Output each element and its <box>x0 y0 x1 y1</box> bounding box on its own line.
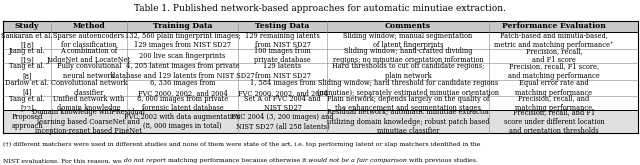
Text: with previous studies.: with previous studies. <box>407 158 478 163</box>
Text: Proposed
approach: Proposed approach <box>11 113 43 130</box>
Text: (†) different matchers were used in different studies and none of them were stat: (†) different matchers were used in diff… <box>3 142 481 147</box>
Text: Fully convolutional
neural network: Fully convolutional neural network <box>57 62 121 80</box>
Text: 132, 560 plain fingerprint images;
129 images from NIST SD27: 132, 560 plain fingerprint images; 129 i… <box>125 32 241 49</box>
Text: Unified network with
domain knowledge: Unified network with domain knowledge <box>53 95 125 112</box>
Text: 129 latents
from NIST SD27: 129 latents from NIST SD27 <box>255 62 310 80</box>
Bar <box>3 110 638 133</box>
Text: FVC 2004 (3, 200 images) and
NIST SD27 (all 258 latents): FVC 2004 (3, 200 images) and NIST SD27 (… <box>231 113 334 130</box>
Text: Tang et al.
[8]: Tang et al. [8] <box>9 62 45 80</box>
Text: 200 live scan fingerprints: 200 live scan fingerprints <box>140 52 226 60</box>
Text: Convolutional network
classifier: Convolutional network classifier <box>51 79 127 97</box>
Text: Sliding window; manual segmentation
of latent fingerprints: Sliding window; manual segmentation of l… <box>343 32 472 49</box>
Text: Table 1. Published network-based approaches for automatic minutiae extraction.: Table 1. Published network-based approac… <box>134 4 506 13</box>
Text: 129 remaining latents
from NIST SD27: 129 remaining latents from NIST SD27 <box>245 32 320 49</box>
Text: Jiang et al.
[19]: Jiang et al. [19] <box>9 47 45 65</box>
Text: Training Data: Training Data <box>153 22 212 30</box>
Text: Study: Study <box>15 22 39 30</box>
Text: Domain knowledge with Residual
learning based CoarseNet and
inception-resnet bas: Domain knowledge with Residual learning … <box>33 108 145 135</box>
Text: Patch-based and minutia-based,
metric and matching performance⁺: Patch-based and minutia-based, metric an… <box>494 32 614 49</box>
Text: do not report: do not report <box>124 158 166 163</box>
Text: Set A of FVC 2004 and
NIST SD27: Set A of FVC 2004 and NIST SD27 <box>244 95 321 112</box>
Text: 6, 336 images from
FVC 2000, 2002, and 2004: 6, 336 images from FVC 2000, 2002, and 2… <box>138 79 227 97</box>
Text: Plain network; depends largely on the quality of
the enhancement and segmentatio: Plain network; depends largely on the qu… <box>327 95 489 112</box>
Text: FVC 2002 with data augmentation
(8, 000 images in total): FVC 2002 with data augmentation (8, 000 … <box>124 113 241 130</box>
Text: matching performance because otherwise it: matching performance because otherwise i… <box>166 158 308 163</box>
Text: Sliding window; hand-crafted dividing
regions; no minutiae orientation informati: Sliding window; hand-crafted dividing re… <box>333 47 483 65</box>
Text: Hard thresholds to cut off candidate regions;
plain network: Hard thresholds to cut off candidate reg… <box>332 62 484 80</box>
Text: Precision, recall, and F1
score under different location
and orientation thresho: Precision, recall, and F1 score under di… <box>504 108 604 135</box>
Text: Precision, recall, and
matching performance: Precision, recall, and matching performa… <box>515 95 593 112</box>
Text: Method: Method <box>72 22 106 30</box>
Text: Equal error rate and
matching performance: Equal error rate and matching performanc… <box>515 79 593 97</box>
Text: would not be a fair comparison: would not be a fair comparison <box>308 158 407 163</box>
Text: Sankaran et al.
[18]: Sankaran et al. [18] <box>1 32 52 49</box>
Text: Darlow et al.
[4]: Darlow et al. [4] <box>5 79 49 97</box>
Text: Residual network; automatic minutiae extractor
utilizing domain knowledge; robus: Residual network; automatic minutiae ext… <box>326 108 490 135</box>
Text: Performance Evaluation: Performance Evaluation <box>502 22 606 30</box>
Bar <box>3 21 638 32</box>
Text: 4, 205 latent images from private
database and 129 latents from NIST SD27: 4, 205 latent images from private databa… <box>111 62 254 80</box>
Text: Sliding window; hard threshold for candidate regions
(minutiae); separately esti: Sliding window; hard threshold for candi… <box>317 79 499 97</box>
Text: Precision, recall, F1 score,
and matching performance: Precision, recall, F1 score, and matchin… <box>508 62 600 80</box>
Text: NIST evaluations. For this reason, we: NIST evaluations. For this reason, we <box>3 158 124 163</box>
Text: Tang et al.
[22]: Tang et al. [22] <box>9 95 45 112</box>
Text: A combination of
JudgeNet and LocateNet: A combination of JudgeNet and LocateNet <box>47 47 131 65</box>
Text: 100 images from
private database: 100 images from private database <box>254 47 311 65</box>
Text: Sparse autoencoders
for classification: Sparse autoencoders for classification <box>53 32 124 49</box>
Text: 1, 584 images from
FVC 2000, 2002, and 2004: 1, 584 images from FVC 2000, 2002, and 2… <box>237 79 328 97</box>
Text: 8, 000 images from private
forensic latent database: 8, 000 images from private forensic late… <box>137 95 228 112</box>
Text: Precision, recall,
and F1 score: Precision, recall, and F1 score <box>525 47 582 65</box>
Text: Testing Data: Testing Data <box>255 22 310 30</box>
Text: Comments: Comments <box>385 22 431 30</box>
